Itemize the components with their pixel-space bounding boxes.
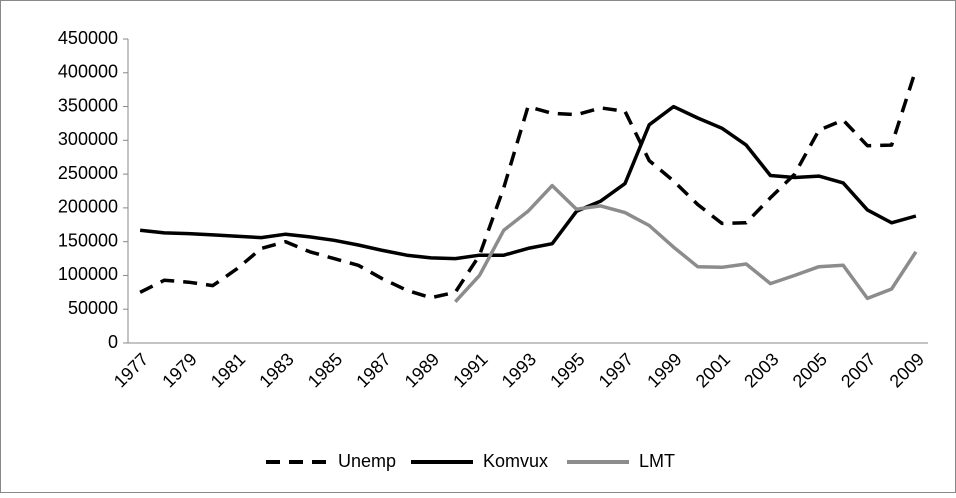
y-tick-label: 350000	[58, 95, 118, 115]
y-tick-label: 0	[108, 332, 118, 352]
legend-label: Komvux	[483, 451, 548, 471]
y-tick-label: 250000	[58, 163, 118, 183]
legend-label: LMT	[639, 451, 675, 471]
y-tick-label: 150000	[58, 230, 118, 250]
y-tick-label: 400000	[58, 62, 118, 82]
y-tick-label: 200000	[58, 197, 118, 217]
series-line	[139, 68, 918, 300]
y-tick-label: 100000	[58, 264, 118, 284]
y-tick-label: 50000	[68, 298, 118, 318]
series-line	[139, 104, 917, 261]
y-tick-label: 300000	[58, 129, 118, 149]
y-tick-label: 450000	[58, 28, 118, 48]
series-line	[454, 183, 918, 303]
legend-label: Unemp	[338, 451, 396, 471]
